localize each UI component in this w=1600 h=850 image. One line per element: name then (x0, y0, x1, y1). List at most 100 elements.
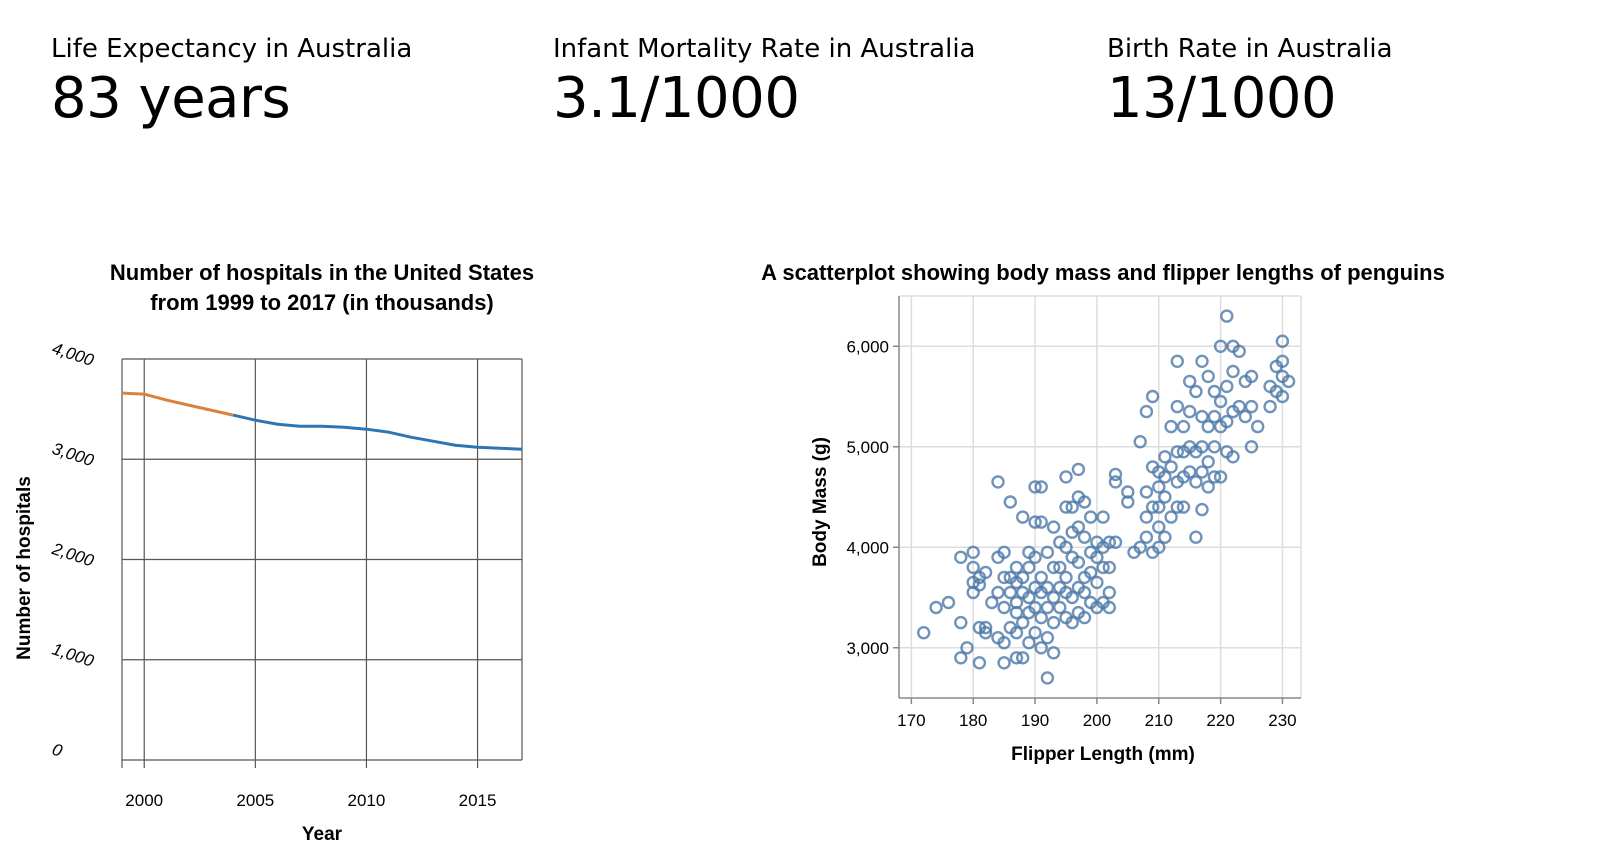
scatter-chart-x-tick-label: 180 (959, 711, 987, 730)
scatter-point (1189, 384, 1203, 399)
scatter-point (1102, 585, 1117, 600)
scatter-point (972, 578, 987, 592)
kpi-value: 13/1000 (1107, 66, 1337, 131)
scatter-point (1096, 510, 1110, 524)
scatter-point (1232, 399, 1246, 414)
scatter-point (1090, 575, 1104, 590)
scatter-point (1281, 374, 1296, 389)
scatter-point (1046, 590, 1061, 605)
scatter-point (1003, 585, 1017, 600)
kpi-label: Birth Rate in Australia (1107, 34, 1393, 64)
scatter-point (985, 595, 999, 610)
scatter-chart-y-tick-label: 5,000 (846, 438, 889, 457)
kpi-infant-mortality: Infant Mortality Rate in Australia 3.1/1… (553, 30, 975, 130)
scatter-point (1046, 615, 1061, 630)
kpi-value: 3.1/1000 (553, 66, 800, 131)
line-chart-y-tick-label: 2,000 (49, 539, 97, 571)
scatter-chart-y-tick-label: 3,000 (846, 639, 889, 658)
line-chart-series-line (232, 413, 523, 451)
scatter-point (1139, 510, 1154, 524)
scatter-point (1040, 545, 1055, 559)
line-chart-highlight-line (121, 391, 234, 417)
scatter-chart-y-tick-label: 4,000 (846, 538, 889, 557)
scatter-chart-grid (898, 295, 1302, 699)
scatter-chart-y-axis-label: Body Mass (g) (810, 437, 831, 567)
scatter-point (1158, 530, 1172, 544)
hospitals-line-chart: Number of hospitals in the United States… (14, 260, 534, 845)
line-chart-y-tick-label: 1,000 (50, 639, 97, 670)
scatter-point (1071, 555, 1086, 569)
scatter-chart-y-tick-label: 6,000 (846, 337, 889, 356)
kpi-label: Life Expectancy in Australia (51, 34, 413, 64)
scatter-point (1009, 626, 1024, 640)
scatter-point (1059, 470, 1073, 484)
scatter-point (1083, 510, 1098, 524)
scatter-point (1121, 485, 1135, 499)
scatter-point (1158, 490, 1172, 504)
scatter-point (1152, 540, 1166, 554)
scatter-point (978, 565, 993, 580)
line-chart-x-ticks: 2000 2005 2010 2015 (125, 791, 496, 810)
scatter-point (1108, 475, 1123, 489)
scatter-point (1189, 530, 1203, 544)
scatter-point (1022, 560, 1036, 575)
scatter-chart-x-tick-label: 170 (897, 711, 925, 730)
scatter-point (1040, 671, 1055, 685)
scatter-point (1182, 404, 1197, 419)
scatter-point (1275, 334, 1290, 348)
scatter-point (1220, 309, 1234, 323)
scatter-point (1065, 500, 1079, 514)
kpi-label: Infant Mortality Rate in Australia (553, 34, 976, 64)
scatter-point (1195, 440, 1209, 454)
scatter-point (997, 636, 1011, 650)
scatter-chart-x-tick-label: 220 (1206, 711, 1234, 730)
line-chart-x-tick-label: 2005 (236, 791, 274, 810)
scatter-point (1201, 480, 1215, 494)
scatter-point (1244, 369, 1259, 384)
scatter-chart-title: A scatterplot showing body mass and flip… (761, 260, 1445, 285)
scatter-chart-x-tick-label: 200 (1083, 711, 1111, 730)
scatter-point (1028, 600, 1042, 615)
line-chart-x-tick-label: 2000 (125, 791, 163, 810)
scatter-point (1164, 419, 1178, 434)
scatter-point (1046, 646, 1061, 660)
scatter-point (1152, 500, 1166, 514)
scatter-point (929, 600, 943, 615)
scatter-point (1090, 550, 1104, 564)
scatter-point (1158, 450, 1172, 464)
scatter-point (1071, 462, 1086, 477)
scatter-point (954, 615, 968, 630)
line-chart-y-tick-label: 0 (50, 740, 65, 761)
line-chart-series (121, 391, 523, 451)
scatter-point (1065, 590, 1079, 605)
scatter-point (1170, 399, 1185, 414)
scatter-point (1028, 480, 1042, 494)
kpi-life-expectancy: Life Expectancy in Australia 83 years (51, 30, 412, 130)
scatter-point (1133, 435, 1147, 449)
scatter-point (1226, 450, 1240, 464)
scatter-point (1046, 520, 1061, 534)
scatter-point (1220, 414, 1234, 429)
scatter-point (1164, 460, 1178, 474)
scatter-point (1077, 610, 1092, 625)
line-chart-x-axis-label: Year (302, 824, 343, 845)
scatter-point (972, 656, 987, 670)
kpi-birth-rate: Birth Rate in Australia 13/1000 (1107, 30, 1393, 130)
scatter-point (1275, 354, 1290, 368)
scatter-point (997, 570, 1011, 585)
scatter-point (1102, 600, 1117, 615)
line-chart-y-tick-label: 4,000 (50, 339, 97, 370)
scatter-point (997, 545, 1011, 559)
scatter-point (1244, 440, 1259, 454)
scatter-chart-x-axis-label: Flipper Length (mm) (1011, 744, 1195, 765)
line-chart-x-tick-label: 2010 (348, 791, 386, 810)
scatter-point (1108, 535, 1123, 549)
scatter-point (1195, 502, 1209, 517)
scatter-point (1003, 495, 1017, 509)
scatter-point (1083, 565, 1098, 580)
scatter-point (1176, 500, 1191, 514)
scatter-point (1053, 600, 1067, 615)
scatter-point (1028, 515, 1042, 529)
scatter-point (1077, 585, 1092, 600)
